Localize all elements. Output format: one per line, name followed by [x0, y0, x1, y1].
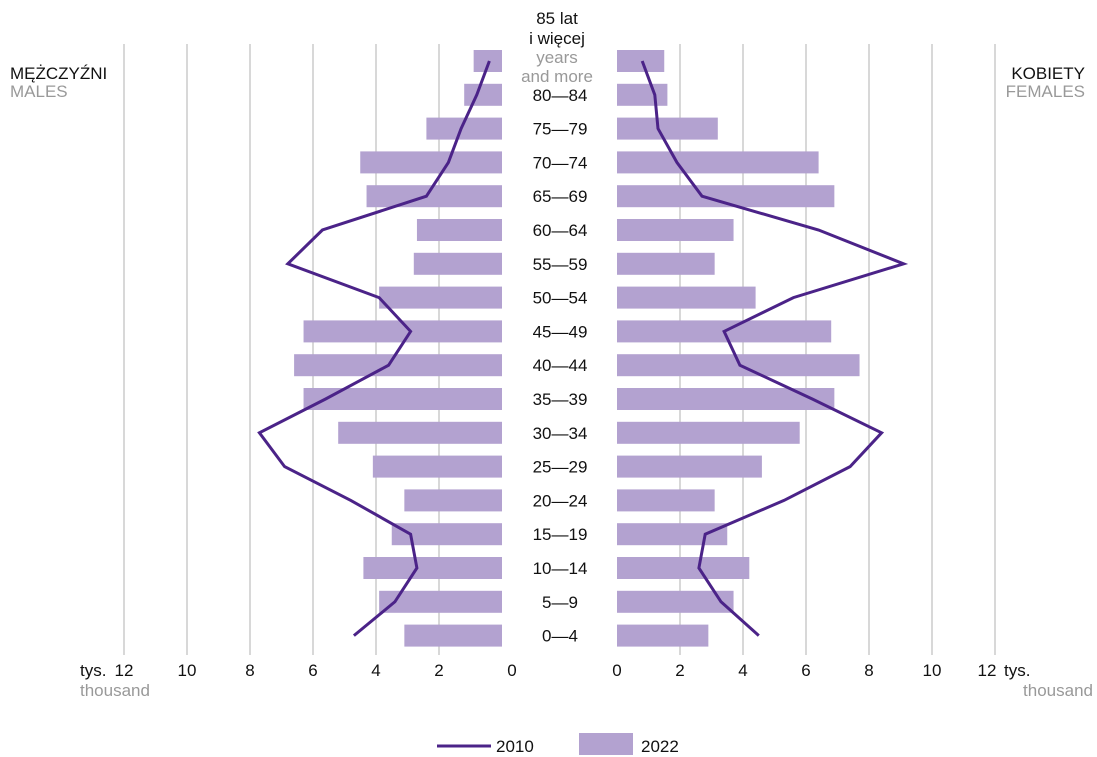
tick-right-4: 4: [738, 661, 747, 680]
age-label-3: 70—74: [533, 153, 588, 172]
top-age-label-pl-2: i więcej: [529, 29, 585, 48]
unit-label-left-en: thousand: [80, 681, 150, 700]
age-label-16: 5—9: [542, 593, 578, 612]
bar-male-2022-6: [413, 252, 502, 275]
bar-male-2022-7: [379, 286, 502, 309]
bar-female-2022-12: [617, 455, 762, 478]
males-title-pl: MĘŻCZYŹNI: [10, 64, 107, 83]
tick-left-8: 8: [245, 661, 254, 680]
tick-left-6: 6: [308, 661, 317, 680]
bar-female-2022-11: [617, 421, 800, 444]
bar-female-2022-5: [617, 219, 734, 241]
age-label-8: 45—49: [533, 322, 588, 341]
age-label-9: 40—44: [533, 356, 588, 375]
bar-female-2022-7: [617, 286, 756, 309]
bar-male-2022-17: [404, 624, 502, 647]
bar-male-2022-5: [416, 219, 502, 241]
bar-male-2022-10: [303, 388, 502, 410]
tick-right-0: 0: [612, 661, 621, 680]
tick-left-12: 12: [115, 661, 134, 680]
legend-bar-swatch: [579, 733, 633, 755]
age-label-17: 0—4: [542, 627, 578, 646]
gridlines: [123, 44, 996, 655]
age-group-labels: 80—84 75—79 70—74 65—69 60—64 55—59 50—54 45—49…: [533, 86, 588, 646]
legend-label-2010: 2010: [496, 737, 534, 756]
bar-male-2022-15: [363, 557, 502, 579]
top-age-label-pl-1: 85 lat: [536, 9, 578, 28]
tick-left-0: 0: [507, 661, 516, 680]
tick-left-2: 2: [434, 661, 443, 680]
age-label-13: 20—24: [533, 491, 588, 510]
unit-label-left-pl: tys.: [80, 661, 106, 680]
top-age-label-en-1: years: [536, 48, 578, 67]
tick-right-8: 8: [864, 661, 873, 680]
bar-male-2022-8: [303, 320, 502, 343]
bar-female-2022-1: [617, 83, 668, 106]
tick-right-6: 6: [801, 661, 810, 680]
bar-female-2022-6: [617, 252, 715, 275]
legend-label-2022: 2022: [641, 737, 679, 756]
bar-female-2022-17: [617, 624, 709, 647]
bar-female-2022-16: [617, 590, 734, 613]
age-label-6: 55—59: [533, 255, 588, 274]
unit-label-right-pl: tys.: [1004, 661, 1030, 680]
bar-male-2022-3: [360, 151, 502, 174]
bar-female-2022-4: [617, 185, 835, 208]
bar-male-2022-16: [379, 590, 502, 613]
females-title-pl: KOBIETY: [1011, 64, 1085, 83]
legend: 2010 2022: [437, 733, 679, 756]
age-label-4: 65—69: [533, 187, 588, 206]
lines-2010: [257, 60, 909, 637]
line-male-2010: [257, 60, 491, 637]
age-label-10: 35—39: [533, 390, 588, 409]
age-label-1: 80—84: [533, 86, 588, 105]
tick-right-12: 12: [978, 661, 997, 680]
tick-left-4: 4: [371, 661, 380, 680]
age-label-2: 75—79: [533, 120, 588, 139]
age-label-5: 60—64: [533, 221, 588, 240]
bar-female-2022-0: [617, 50, 665, 72]
bar-female-2022-15: [617, 557, 750, 579]
bar-female-2022-10: [617, 388, 835, 410]
bar-male-2022-13: [404, 489, 502, 512]
bar-male-2022-4: [366, 185, 502, 208]
females-title-en: FEMALES: [1006, 82, 1085, 101]
bar-male-2022-12: [372, 455, 502, 478]
age-label-12: 25—29: [533, 458, 588, 477]
bar-female-2022-14: [617, 523, 728, 546]
bar-female-2022-13: [617, 489, 715, 512]
bar-male-2022-9: [294, 354, 502, 377]
tick-labels: 0 0 2 2 4 4 6 6 8 8 10 10 12 12: [115, 661, 997, 680]
tick-right-2: 2: [675, 661, 684, 680]
bars-2022: [294, 50, 860, 647]
bar-male-2022-1: [464, 83, 502, 106]
top-age-label-en-2: and more: [521, 67, 593, 86]
bar-female-2022-2: [617, 117, 718, 140]
age-label-7: 50—54: [533, 289, 588, 308]
line-female-2010: [640, 60, 909, 637]
age-label-11: 30—34: [533, 424, 588, 443]
tick-right-10: 10: [923, 661, 942, 680]
unit-label-right-en: thousand: [1023, 681, 1093, 700]
males-title-en: MALES: [10, 82, 68, 101]
bar-female-2022-3: [617, 151, 819, 174]
age-label-15: 10—14: [533, 559, 588, 578]
bar-male-2022-14: [391, 523, 502, 546]
tick-left-10: 10: [178, 661, 197, 680]
bar-male-2022-11: [338, 421, 502, 444]
age-label-14: 15—19: [533, 525, 588, 544]
bar-male-2022-2: [426, 117, 502, 140]
